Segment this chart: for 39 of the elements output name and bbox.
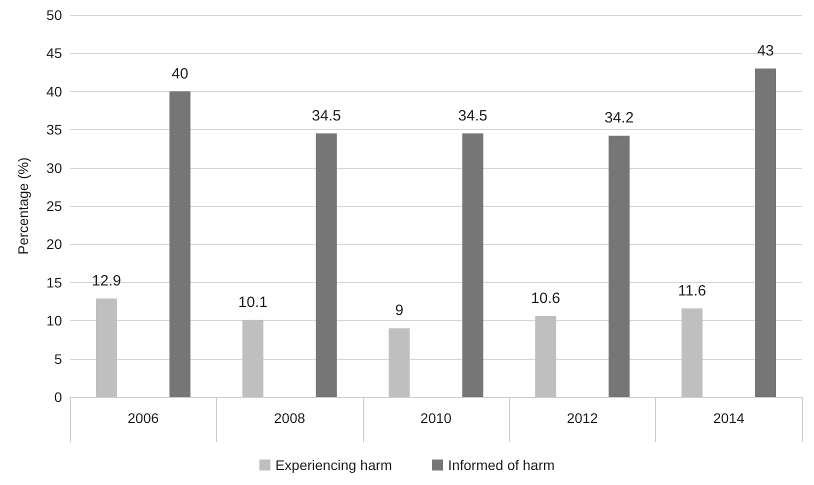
y-tick-label: 40 <box>46 83 62 100</box>
data-label: 34.2 <box>604 110 634 127</box>
x-tick-label: 2006 <box>128 410 159 426</box>
data-label: 10.1 <box>238 294 268 311</box>
data-label: 12.9 <box>92 272 122 290</box>
data-label: 10.6 <box>531 290 560 308</box>
y-tick-label: 50 <box>46 7 62 23</box>
data-label: 9 <box>395 302 404 320</box>
y-tick-label: 20 <box>46 236 62 252</box>
y-tick-label: 10 <box>46 312 62 329</box>
y-tick-label: 30 <box>46 160 62 176</box>
bar <box>388 328 410 397</box>
x-tick-label: 2012 <box>566 410 598 426</box>
bar <box>316 133 337 397</box>
y-tick-label: 0 <box>54 389 62 405</box>
bar <box>242 320 264 397</box>
legend-label: Experiencing harm <box>275 457 392 473</box>
bar <box>755 68 776 397</box>
x-tick-label: 2008 <box>274 410 306 426</box>
data-label: 43 <box>757 42 774 60</box>
bar <box>462 133 484 397</box>
data-label: 40 <box>172 65 188 82</box>
y-tick-label: 5 <box>54 350 62 367</box>
bar <box>96 298 117 397</box>
data-label: 34.5 <box>458 107 488 124</box>
y-tick-label: 35 <box>46 122 62 138</box>
x-tick-label: 2014 <box>713 410 745 426</box>
y-axis-title: Percentage (%) <box>15 157 31 255</box>
y-tick-label: 15 <box>46 274 62 290</box>
bar <box>608 136 630 397</box>
x-tick-label: 2010 <box>420 410 452 426</box>
bar <box>682 308 703 397</box>
y-tick-label: 25 <box>46 198 62 214</box>
bar <box>535 316 556 397</box>
legend-label: Informed of harm <box>448 457 555 473</box>
data-label: 11.6 <box>678 282 706 300</box>
data-label: 34.5 <box>312 107 341 124</box>
bar <box>169 91 190 397</box>
y-tick-label: 45 <box>46 45 62 62</box>
